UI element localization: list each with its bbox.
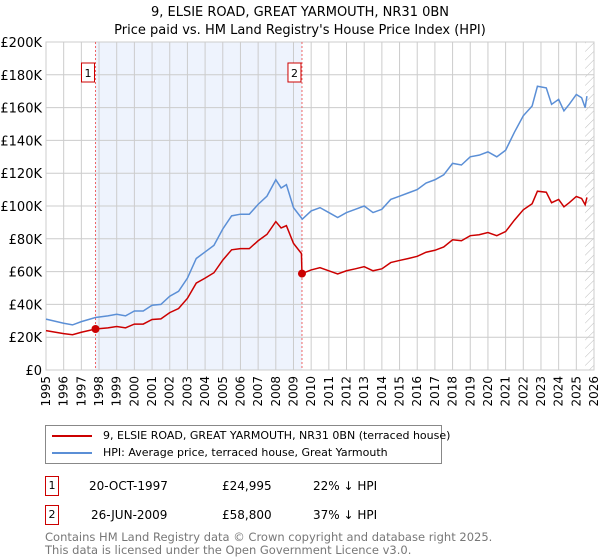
x-tick-label: 2020 bbox=[481, 376, 495, 407]
x-tick-label: 2025 bbox=[569, 376, 583, 407]
x-tick-label: 2008 bbox=[269, 376, 283, 407]
x-tick-label: 2023 bbox=[534, 376, 548, 407]
x-tick-label: 2000 bbox=[127, 376, 141, 407]
sale-point bbox=[91, 325, 100, 334]
sale-marker-number: 2 bbox=[291, 67, 298, 80]
chart-title: 9, ELSIE ROAD, GREAT YARMOUTH, NR31 0BN P… bbox=[114, 5, 486, 38]
sale-marker-badge bbox=[287, 62, 302, 83]
legend-property: 9, ELSIE ROAD, GREAT YARMOUTH, NR31 0BN … bbox=[52, 429, 450, 443]
x-tick-label: 2007 bbox=[251, 376, 265, 407]
price-chart: £0 £20K £40K £60K £80K £100K £120K £140K £160K £1… bbox=[0, 36, 600, 407]
x-tick-label: 1995 bbox=[39, 376, 53, 407]
x-tick-label: 2014 bbox=[375, 376, 389, 407]
y-tick-label: £20K bbox=[9, 331, 43, 346]
x-tick-label: 2002 bbox=[163, 376, 177, 407]
sale-price: £58,800 bbox=[222, 508, 272, 522]
legend-property-swatch bbox=[52, 435, 92, 437]
sale-row-1: 1 20-OCT-1997 £24,995 22% ↓ HPI bbox=[45, 476, 600, 496]
legend-hpi: HPI: Average price, terraced house, Grea… bbox=[52, 446, 388, 460]
y-tick-label: £60K bbox=[9, 266, 43, 281]
x-tick-label: 1999 bbox=[110, 376, 124, 407]
sale-badge: 1 bbox=[45, 476, 59, 496]
x-tick-label: 2021 bbox=[499, 376, 513, 407]
x-tick-label: 2016 bbox=[410, 376, 424, 407]
x-tick-label: 2024 bbox=[552, 376, 566, 407]
y-tick-label: £120K bbox=[0, 167, 42, 182]
sale-date: 20-OCT-1997 bbox=[89, 479, 168, 493]
x-tick-label: 2015 bbox=[393, 376, 407, 407]
y-tick-label: £80K bbox=[9, 233, 43, 248]
sale-badge: 2 bbox=[45, 505, 59, 525]
sale-row-2: 2 26-JUN-2009 £58,800 37% ↓ HPI bbox=[45, 505, 600, 525]
x-tick-label: 2022 bbox=[516, 376, 530, 407]
sale-delta: 22% ↓ HPI bbox=[313, 479, 378, 493]
footer: Contains HM Land Registry data © Crown c… bbox=[45, 530, 493, 557]
x-tick-label: 2009 bbox=[286, 376, 300, 407]
x-tick-label: 2017 bbox=[428, 376, 442, 407]
y-tick-label: £0 bbox=[25, 364, 42, 379]
y-tick-label: £40K bbox=[9, 298, 43, 313]
x-tick-label: 2006 bbox=[233, 376, 247, 407]
x-tick-label: 2003 bbox=[180, 376, 194, 407]
x-tick-label: 1996 bbox=[57, 376, 71, 407]
sale-marker-number: 1 bbox=[84, 67, 91, 80]
y-tick-label: £100K bbox=[0, 200, 42, 215]
y-tick-label: £160K bbox=[0, 102, 42, 117]
x-tick-label: 2018 bbox=[446, 376, 460, 407]
y-tick-label: £140K bbox=[0, 134, 42, 149]
sale-price: £24,995 bbox=[222, 479, 272, 493]
x-tick-label: 1998 bbox=[92, 376, 106, 407]
sale-date: 26-JUN-2009 bbox=[91, 508, 168, 522]
x-tick-label: 2011 bbox=[322, 376, 336, 407]
sale-delta: 37% ↓ HPI bbox=[313, 508, 378, 522]
x-tick-label: 2004 bbox=[198, 376, 212, 407]
x-tick-label: 2005 bbox=[216, 376, 230, 407]
x-tick-label: 2012 bbox=[340, 376, 354, 407]
x-tick-label: 2001 bbox=[145, 376, 159, 407]
y-tick-label: £200K bbox=[0, 36, 42, 51]
x-tick-label: 2010 bbox=[304, 376, 318, 407]
x-tick-label: 2013 bbox=[357, 376, 371, 407]
legend: 9, ELSIE ROAD, GREAT YARMOUTH, NR31 0BN … bbox=[45, 425, 450, 464]
sale-point bbox=[297, 269, 306, 278]
plot-frame bbox=[45, 41, 595, 371]
x-tick-label: 1997 bbox=[74, 376, 88, 407]
sale-marker-badge bbox=[80, 62, 95, 83]
property-line bbox=[45, 190, 588, 336]
x-tick-label: 2019 bbox=[463, 376, 477, 407]
legend-hpi-swatch bbox=[52, 452, 92, 454]
hpi-line bbox=[45, 85, 588, 326]
y-tick-label: £180K bbox=[0, 69, 42, 84]
x-tick-label: 2026 bbox=[587, 376, 600, 407]
